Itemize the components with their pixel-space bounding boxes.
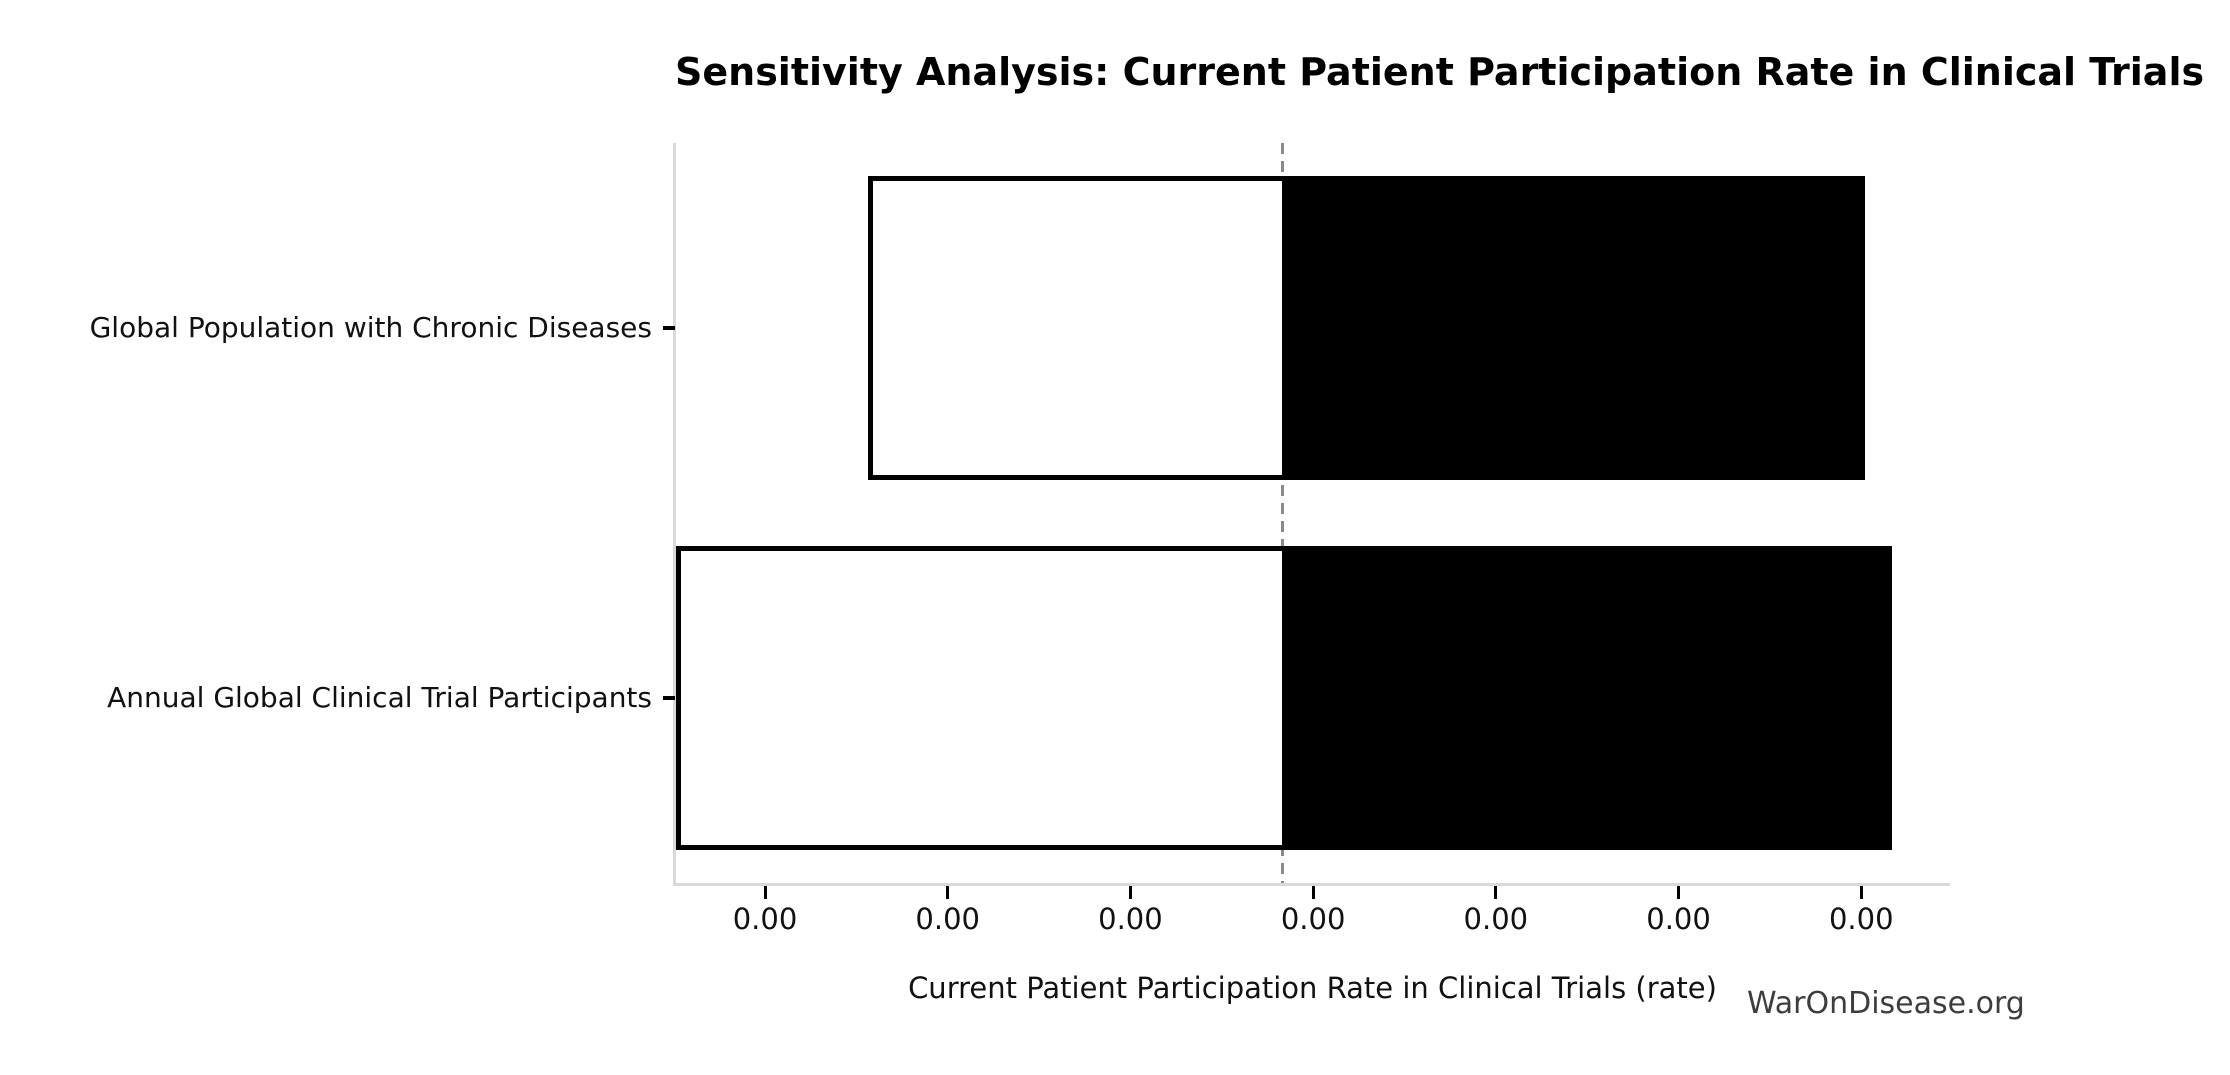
x-tick-label: 0.00 <box>1098 902 1163 936</box>
y-axis-category-label: Global Population with Chronic Diseases <box>89 311 652 344</box>
x-tick-mark <box>946 886 950 899</box>
x-tick-mark <box>1859 886 1863 899</box>
bar-high-segment <box>1282 546 1892 850</box>
x-tick-mark <box>1311 886 1315 899</box>
x-tick-label: 0.00 <box>1463 902 1529 936</box>
y-tick-mark <box>663 696 675 700</box>
x-axis-spine <box>673 883 1950 886</box>
x-tick-label: 0.00 <box>915 902 980 936</box>
baseline-dashed-line <box>1280 143 1284 883</box>
x-tick-mark <box>1494 886 1498 899</box>
bar-high-segment <box>1282 176 1865 480</box>
y-axis-spine <box>673 143 676 886</box>
x-tick-label: 0.00 <box>1280 902 1346 936</box>
y-tick-mark <box>663 326 675 330</box>
watermark: WarOnDisease.org <box>1747 986 2025 1021</box>
x-axis-label: Current Patient Participation Rate in Cl… <box>908 971 1717 1005</box>
tornado-bar <box>676 546 1892 850</box>
x-tick-label: 0.00 <box>732 902 798 936</box>
tornado-bar <box>868 176 1865 480</box>
x-tick-label: 0.00 <box>1646 902 1711 936</box>
x-tick-label: 0.00 <box>1828 902 1894 936</box>
x-tick-mark <box>763 886 767 899</box>
bar-outline <box>868 176 1865 480</box>
bar-outline <box>676 546 1892 850</box>
x-tick-mark <box>1677 886 1681 899</box>
chart-title: Sensitivity Analysis: Current Patient Pa… <box>675 50 2205 94</box>
x-tick-mark <box>1128 886 1132 899</box>
y-axis-category-label: Annual Global Clinical Trial Participant… <box>107 681 652 714</box>
